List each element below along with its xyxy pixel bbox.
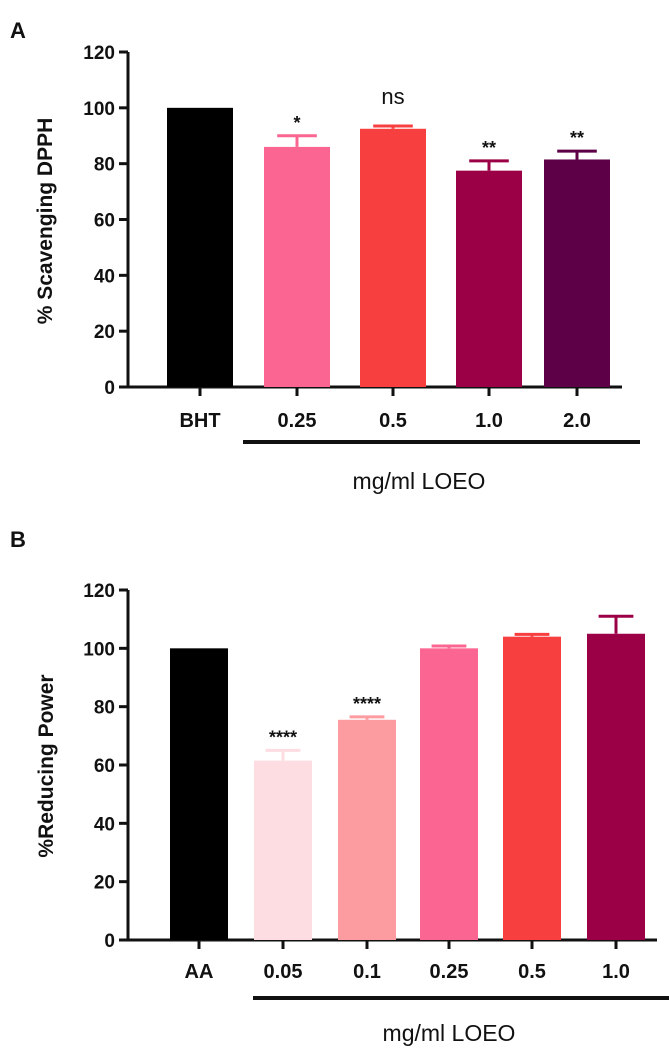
panel-b-x-tick-label: 0.05 — [264, 961, 303, 983]
panel-a-y-tick-label: 100 — [83, 99, 115, 120]
panel-b-x-tick-label: AA — [185, 961, 214, 983]
panel-b-bar — [170, 648, 228, 940]
panel-b-y-tick-label: 80 — [94, 698, 115, 719]
panel-b: B %Reducing Power mg/ml LOEO 0 20 40 60 80 10… — [10, 527, 669, 1046]
panel-a-y-tick-label: 60 — [94, 211, 115, 232]
panel-b-x-tick-label: 1.0 — [602, 961, 630, 983]
panel-a-x-tick-label: 0.25 — [278, 410, 317, 432]
panel-b-x-tick-label: 0.1 — [353, 961, 381, 983]
panel-b-bar — [338, 719, 396, 940]
panel-a-bar — [544, 159, 610, 387]
panel-b-y-tick-label: 120 — [83, 581, 115, 602]
panel-a-group-label: mg/ml LOEO — [353, 468, 486, 494]
panel-a-y-tick-label: 120 — [83, 43, 115, 64]
panel-a-y-tick-label: 80 — [94, 155, 115, 176]
panel-b-bar — [503, 636, 561, 940]
panel-a-x-tick-label: BHT — [179, 410, 220, 432]
panel-b-y-tick-label: 100 — [83, 639, 115, 660]
panel-b-bar — [420, 648, 478, 940]
panel-b-y-tick-label: 20 — [94, 873, 115, 894]
panel-a-x-tick-label: 2.0 — [563, 410, 591, 432]
panel-b-x-tick-label: 0.5 — [518, 961, 546, 983]
panel-a: A % Scavenging DPPH mg/ml LOEO 0 20 40 60 80… — [10, 18, 640, 494]
panel-b-bar — [587, 633, 645, 940]
panel-a-y-tick-label: 20 — [94, 322, 115, 343]
panel-a-significance-label: ** — [570, 128, 584, 148]
panel-b-y-tick-label: 60 — [94, 756, 115, 777]
panel-a-x-tick-label: 0.5 — [379, 410, 407, 432]
panel-a-letter: A — [10, 18, 26, 43]
panel-a-bar — [360, 128, 426, 388]
panel-a-bar — [167, 107, 233, 387]
panel-a-y-tick-label: 40 — [94, 266, 115, 287]
panel-b-x-tick-label: 0.25 — [430, 961, 469, 983]
panel-a-y-tick-label: 0 — [104, 378, 115, 399]
panel-a-y-axis-title: % Scavenging DPPH — [34, 118, 57, 325]
panel-b-group-label: mg/ml LOEO — [383, 1020, 516, 1046]
panel-a-bar — [264, 146, 330, 387]
panel-a-bar — [456, 170, 522, 387]
panel-b-significance-label: **** — [269, 727, 297, 747]
panel-a-significance-label: ns — [381, 84, 404, 109]
panel-b-y-tick-label: 40 — [94, 814, 115, 835]
panel-a-significance-label: * — [293, 113, 300, 133]
panel-b-y-axis-title: %Reducing Power — [35, 674, 58, 857]
panel-a-x-tick-label: 1.0 — [475, 410, 503, 432]
panel-b-y-tick-label: 0 — [104, 931, 115, 952]
panel-b-bar — [254, 760, 312, 940]
panel-a-significance-label: ** — [482, 138, 496, 158]
panel-b-significance-label: **** — [353, 694, 381, 714]
panel-b-letter: B — [10, 527, 26, 552]
